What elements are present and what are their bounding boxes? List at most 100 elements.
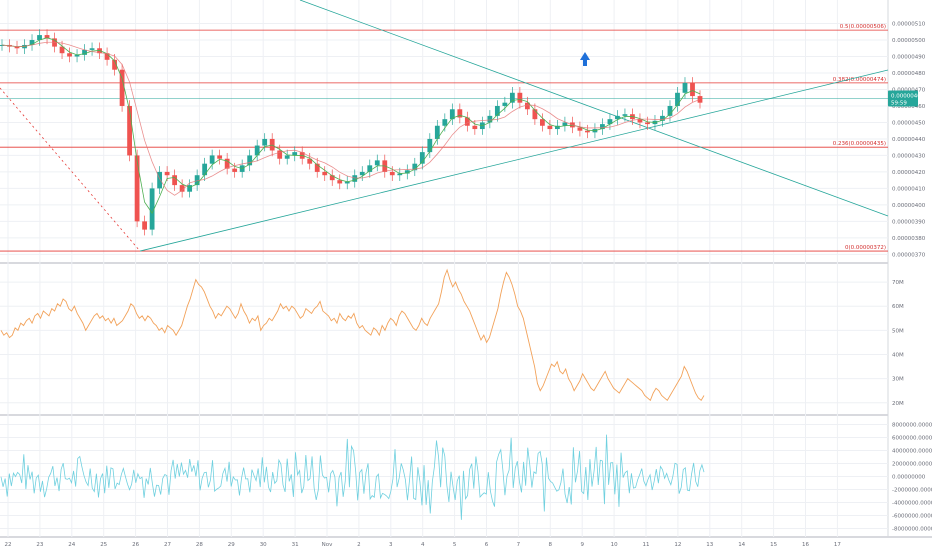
orange-indicator-pane[interactable] — [0, 268, 705, 402]
candle-body — [224, 158, 230, 169]
orange-pane-tick: 60M — [892, 304, 904, 310]
oscillator-tick: 0.00000000 — [892, 475, 926, 481]
candle-body — [645, 122, 650, 125]
candle-body — [517, 92, 523, 103]
candle-body — [164, 171, 170, 176]
candle-body — [442, 119, 448, 126]
time-label: 17 — [834, 542, 841, 548]
dotted-projection — [0, 87, 141, 252]
ascending-trendline — [139, 69, 889, 252]
candle-body — [179, 185, 185, 192]
candle-body — [187, 185, 193, 192]
price-tick: 0.00000430 — [892, 153, 926, 159]
candle-body — [217, 155, 223, 159]
fib-level-label: 0.5(0.00000506) — [840, 24, 886, 30]
price-tick: 0.00000500 — [892, 38, 926, 44]
candle-body — [292, 152, 298, 156]
orange-pane-tick: 40M — [892, 352, 904, 358]
price-tick: 0.00000370 — [892, 252, 926, 258]
candle-body — [667, 105, 673, 116]
up-arrow-icon — [580, 52, 590, 66]
price-tick: 0.00000460 — [892, 104, 926, 110]
candle-body — [112, 59, 117, 70]
moving-average-slow — [1, 41, 701, 196]
candle-body — [539, 119, 545, 126]
candle-body — [554, 125, 560, 130]
candle-body — [157, 171, 163, 189]
time-label: 23 — [36, 542, 43, 548]
candle-body — [37, 35, 42, 41]
time-label: 30 — [260, 542, 267, 548]
candle-body — [524, 102, 530, 110]
last-price-badge-bg — [888, 90, 918, 107]
oscillator-tick: 2000000.00000000 — [892, 462, 932, 468]
time-label: 2 — [357, 542, 361, 548]
candle-body — [622, 114, 628, 116]
candle-body — [307, 158, 313, 164]
price-tick: 0.00000450 — [892, 120, 926, 126]
candle-body — [14, 46, 20, 49]
orange-pane-tick: 50M — [892, 328, 904, 334]
candle-body — [389, 171, 395, 176]
fib-level-label: 0.382(0.00000474) — [833, 77, 886, 83]
time-label: 31 — [292, 542, 299, 548]
candle-body — [314, 163, 320, 172]
time-label: 24 — [68, 542, 75, 548]
fib-level-label: 0.236(0.00000435) — [833, 141, 886, 147]
candle-body — [660, 115, 665, 121]
candle-body — [487, 115, 493, 123]
candle-body — [277, 150, 283, 159]
candle-body — [59, 46, 65, 54]
time-label: 6 — [485, 542, 489, 548]
time-label: 14 — [738, 542, 745, 548]
descending-trendline — [299, 0, 889, 217]
candle-body — [194, 175, 200, 186]
last-price-value: 0.00000464 — [891, 94, 925, 100]
price-tick: 0.00000400 — [892, 203, 926, 209]
candle-body — [284, 155, 290, 159]
oscillator-tick: -8000000.00000000 — [892, 527, 932, 533]
candle-body — [352, 175, 358, 182]
candle-body — [412, 163, 418, 171]
price-scales[interactable]: 0.00000510 0.00000500 0.00000490 0.00000480… — [888, 22, 932, 533]
time-label: 8 — [549, 542, 553, 548]
candle-body — [509, 92, 515, 103]
candle-body — [247, 155, 253, 166]
candle-body — [547, 125, 553, 130]
candle-body — [344, 181, 350, 184]
candle-body — [127, 105, 132, 156]
candle-body — [502, 102, 508, 106]
oscillator-tick: 6000000.00000000 — [892, 436, 932, 442]
candle-body — [427, 138, 433, 153]
candle-body — [404, 170, 410, 174]
candle-body — [44, 35, 50, 39]
time-label: 22 — [5, 542, 12, 548]
candle-body — [472, 125, 478, 130]
candle-body — [322, 171, 328, 176]
orange-pane-tick: 70M — [892, 280, 904, 286]
cyan-oscillator-pane[interactable] — [0, 434, 705, 520]
time-label: Nov — [322, 542, 333, 548]
oscillator-tick: -4000000.00000000 — [892, 501, 932, 507]
candle-body — [232, 168, 238, 172]
time-label: 13 — [706, 542, 713, 548]
candle-body — [607, 119, 613, 125]
candle-body — [532, 109, 538, 120]
candle-body — [419, 152, 425, 164]
candle-body — [67, 53, 72, 57]
time-label: 4 — [421, 542, 425, 548]
candle-body — [374, 160, 380, 166]
price-pane[interactable]: 0.5(0.00000506) 0.382(0.00000474) 0.236(0.… — [0, 0, 889, 252]
candle-body — [82, 49, 87, 55]
time-axis[interactable]: 22 23 24 25 26 27 28 29 30 31 Nov 2 3 4 5 6 7 8 9 10 11 12 13 1… — [5, 542, 842, 548]
candle-body — [149, 188, 155, 230]
price-tick: 0.00000490 — [892, 55, 926, 61]
candle-body — [254, 145, 260, 156]
time-label: 15 — [770, 542, 777, 548]
candle-body — [329, 175, 335, 181]
time-label: 7 — [517, 542, 521, 548]
time-label: 11 — [643, 542, 650, 548]
oscillator-tick: -2000000.00000000 — [892, 488, 932, 494]
